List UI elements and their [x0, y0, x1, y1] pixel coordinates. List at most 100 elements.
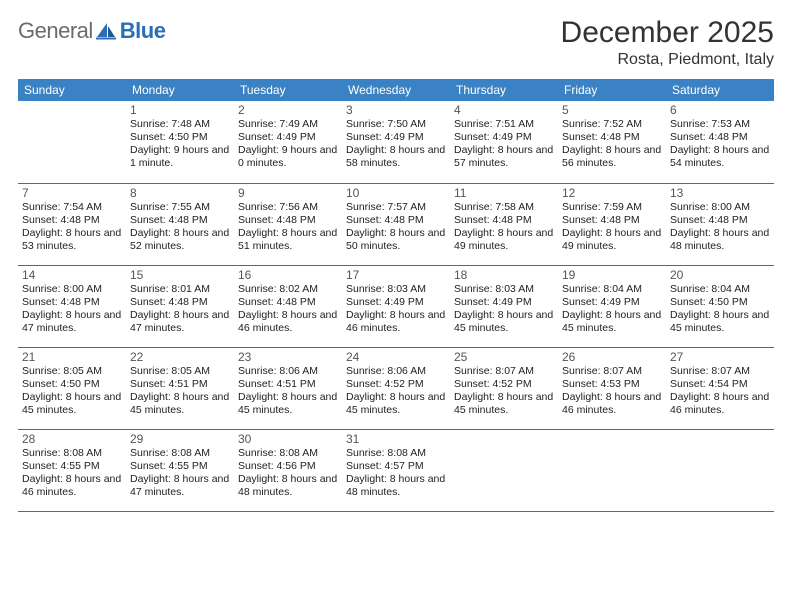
sunset-line: Sunset: 4:48 PM [130, 296, 230, 309]
calendar-table: SundayMondayTuesdayWednesdayThursdayFrid… [18, 79, 774, 512]
sunset-line: Sunset: 4:49 PM [454, 131, 554, 144]
day-number: 7 [22, 186, 122, 200]
day-number: 5 [562, 103, 662, 117]
daylight-line: Daylight: 8 hours and 45 minutes. [346, 391, 446, 417]
day-number: 19 [562, 268, 662, 282]
sunrise-line: Sunrise: 7:53 AM [670, 118, 770, 131]
calendar-cell [558, 429, 666, 511]
logo-text-blue: Blue [120, 18, 166, 44]
daylight-line: Daylight: 8 hours and 49 minutes. [562, 227, 662, 253]
calendar-cell: 4Sunrise: 7:51 AMSunset: 4:49 PMDaylight… [450, 101, 558, 183]
calendar-cell: 15Sunrise: 8:01 AMSunset: 4:48 PMDayligh… [126, 265, 234, 347]
day-number: 26 [562, 350, 662, 364]
sunset-line: Sunset: 4:48 PM [238, 296, 338, 309]
sunrise-line: Sunrise: 8:03 AM [454, 283, 554, 296]
calendar-cell: 13Sunrise: 8:00 AMSunset: 4:48 PMDayligh… [666, 183, 774, 265]
sunset-line: Sunset: 4:49 PM [562, 296, 662, 309]
daylight-line: Daylight: 8 hours and 45 minutes. [670, 309, 770, 335]
daylight-line: Daylight: 8 hours and 46 minutes. [22, 473, 122, 499]
sunset-line: Sunset: 4:48 PM [238, 214, 338, 227]
sunrise-line: Sunrise: 7:52 AM [562, 118, 662, 131]
sunset-line: Sunset: 4:48 PM [562, 214, 662, 227]
sunrise-line: Sunrise: 8:08 AM [238, 447, 338, 460]
day-number: 17 [346, 268, 446, 282]
day-number: 1 [130, 103, 230, 117]
daylight-line: Daylight: 8 hours and 51 minutes. [238, 227, 338, 253]
logo: General Blue [18, 18, 165, 44]
sunset-line: Sunset: 4:55 PM [22, 460, 122, 473]
calendar-cell: 30Sunrise: 8:08 AMSunset: 4:56 PMDayligh… [234, 429, 342, 511]
day-number: 2 [238, 103, 338, 117]
daylight-line: Daylight: 8 hours and 53 minutes. [22, 227, 122, 253]
calendar-week: 14Sunrise: 8:00 AMSunset: 4:48 PMDayligh… [18, 265, 774, 347]
sunrise-line: Sunrise: 7:49 AM [238, 118, 338, 131]
calendar-week: 28Sunrise: 8:08 AMSunset: 4:55 PMDayligh… [18, 429, 774, 511]
sunset-line: Sunset: 4:52 PM [454, 378, 554, 391]
title-block: December 2025 Rosta, Piedmont, Italy [561, 16, 774, 77]
sunrise-line: Sunrise: 8:04 AM [562, 283, 662, 296]
calendar-cell: 16Sunrise: 8:02 AMSunset: 4:48 PMDayligh… [234, 265, 342, 347]
sunset-line: Sunset: 4:49 PM [454, 296, 554, 309]
day-number: 28 [22, 432, 122, 446]
calendar-cell: 7Sunrise: 7:54 AMSunset: 4:48 PMDaylight… [18, 183, 126, 265]
sunset-line: Sunset: 4:48 PM [454, 214, 554, 227]
sunrise-line: Sunrise: 8:05 AM [130, 365, 230, 378]
day-header: Monday [126, 79, 234, 101]
day-number: 16 [238, 268, 338, 282]
sunset-line: Sunset: 4:48 PM [346, 214, 446, 227]
daylight-line: Daylight: 8 hours and 45 minutes. [454, 309, 554, 335]
day-number: 31 [346, 432, 446, 446]
daylight-line: Daylight: 9 hours and 0 minutes. [238, 144, 338, 170]
sunrise-line: Sunrise: 8:08 AM [346, 447, 446, 460]
day-number: 6 [670, 103, 770, 117]
sunset-line: Sunset: 4:48 PM [670, 131, 770, 144]
sunset-line: Sunset: 4:50 PM [670, 296, 770, 309]
sunset-line: Sunset: 4:52 PM [346, 378, 446, 391]
sunrise-line: Sunrise: 8:00 AM [22, 283, 122, 296]
day-number: 30 [238, 432, 338, 446]
daylight-line: Daylight: 8 hours and 46 minutes. [670, 391, 770, 417]
calendar-cell: 29Sunrise: 8:08 AMSunset: 4:55 PMDayligh… [126, 429, 234, 511]
sunset-line: Sunset: 4:50 PM [130, 131, 230, 144]
day-number: 23 [238, 350, 338, 364]
sunrise-line: Sunrise: 8:07 AM [454, 365, 554, 378]
calendar-cell: 12Sunrise: 7:59 AMSunset: 4:48 PMDayligh… [558, 183, 666, 265]
sunset-line: Sunset: 4:49 PM [238, 131, 338, 144]
sunrise-line: Sunrise: 8:08 AM [130, 447, 230, 460]
sunrise-line: Sunrise: 8:07 AM [562, 365, 662, 378]
day-number: 29 [130, 432, 230, 446]
calendar-cell: 31Sunrise: 8:08 AMSunset: 4:57 PMDayligh… [342, 429, 450, 511]
daylight-line: Daylight: 8 hours and 47 minutes. [130, 473, 230, 499]
day-number: 14 [22, 268, 122, 282]
calendar-cell: 17Sunrise: 8:03 AMSunset: 4:49 PMDayligh… [342, 265, 450, 347]
sunrise-line: Sunrise: 7:55 AM [130, 201, 230, 214]
daylight-line: Daylight: 8 hours and 45 minutes. [22, 391, 122, 417]
calendar-cell [18, 101, 126, 183]
day-number: 3 [346, 103, 446, 117]
daylight-line: Daylight: 8 hours and 45 minutes. [130, 391, 230, 417]
day-header: Wednesday [342, 79, 450, 101]
daylight-line: Daylight: 8 hours and 47 minutes. [22, 309, 122, 335]
day-number: 15 [130, 268, 230, 282]
sunset-line: Sunset: 4:51 PM [130, 378, 230, 391]
daylight-line: Daylight: 8 hours and 46 minutes. [346, 309, 446, 335]
day-header: Saturday [666, 79, 774, 101]
sunrise-line: Sunrise: 8:05 AM [22, 365, 122, 378]
day-number: 18 [454, 268, 554, 282]
sunrise-line: Sunrise: 8:01 AM [130, 283, 230, 296]
calendar-header: SundayMondayTuesdayWednesdayThursdayFrid… [18, 79, 774, 101]
calendar-cell: 18Sunrise: 8:03 AMSunset: 4:49 PMDayligh… [450, 265, 558, 347]
sunrise-line: Sunrise: 7:54 AM [22, 201, 122, 214]
day-number: 10 [346, 186, 446, 200]
daylight-line: Daylight: 8 hours and 47 minutes. [130, 309, 230, 335]
sunset-line: Sunset: 4:55 PM [130, 460, 230, 473]
calendar-cell: 6Sunrise: 7:53 AMSunset: 4:48 PMDaylight… [666, 101, 774, 183]
calendar-cell: 2Sunrise: 7:49 AMSunset: 4:49 PMDaylight… [234, 101, 342, 183]
calendar-cell: 24Sunrise: 8:06 AMSunset: 4:52 PMDayligh… [342, 347, 450, 429]
sunrise-line: Sunrise: 7:56 AM [238, 201, 338, 214]
sunrise-line: Sunrise: 8:06 AM [238, 365, 338, 378]
calendar-cell: 27Sunrise: 8:07 AMSunset: 4:54 PMDayligh… [666, 347, 774, 429]
day-number: 21 [22, 350, 122, 364]
calendar-cell: 10Sunrise: 7:57 AMSunset: 4:48 PMDayligh… [342, 183, 450, 265]
day-number: 9 [238, 186, 338, 200]
